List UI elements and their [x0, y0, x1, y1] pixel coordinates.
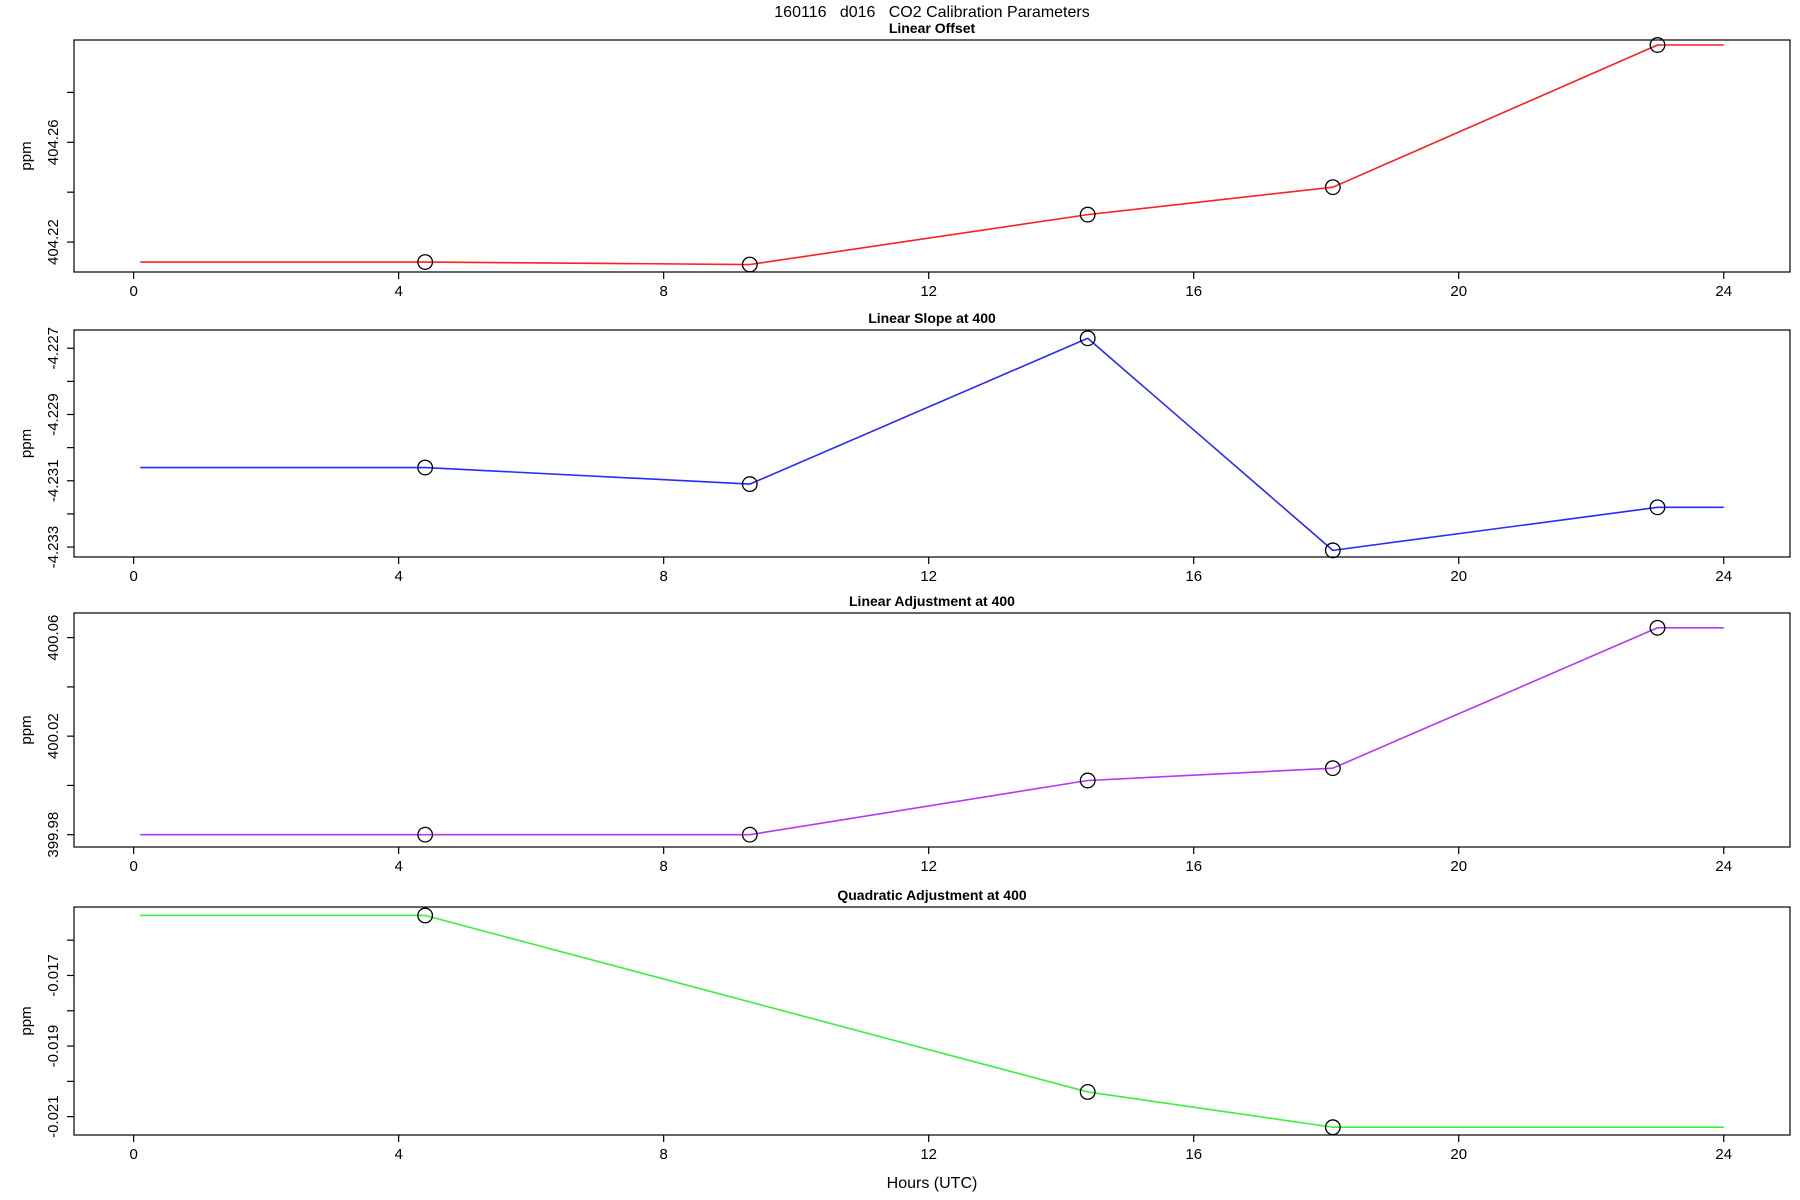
x-axis-tick-label: 12: [920, 568, 937, 585]
data-point-marker: [417, 459, 434, 476]
x-axis-tick-label: 8: [659, 858, 667, 875]
y-axis-tick-label: 400.06: [45, 615, 62, 661]
x-axis-tick-label: 16: [1185, 858, 1202, 875]
y-axis-tick-label: -0.021: [45, 1095, 62, 1138]
data-point-marker: [1324, 760, 1341, 777]
data-point-marker: [741, 826, 758, 843]
y-axis-unit-label: ppm: [18, 715, 35, 744]
data-point-marker: [741, 476, 758, 493]
panel-title: Linear Offset: [889, 20, 976, 36]
panel-title: Linear Adjustment at 400: [849, 593, 1015, 609]
y-axis-unit-label: ppm: [18, 141, 35, 170]
data-point-marker: [741, 256, 758, 273]
data-point-marker: [1079, 206, 1096, 223]
data-point-marker: [1079, 1083, 1096, 1100]
x-axis-tick-label: 20: [1450, 1146, 1467, 1163]
data-line: [140, 44, 1724, 266]
data-point-marker: [1079, 330, 1096, 347]
x-axis-tick-label: 24: [1715, 858, 1732, 875]
y-axis-tick-label: 399.98: [45, 812, 62, 858]
y-axis-unit-label: ppm: [18, 429, 35, 458]
y-axis-tick-label: -4.229: [45, 393, 62, 436]
x-axis-tick-label: 4: [394, 858, 402, 875]
y-axis-unit-label: ppm: [18, 1006, 35, 1035]
y-axis-tick-label: 404.26: [45, 119, 62, 165]
x-axis-tick-label: 16: [1185, 283, 1202, 300]
data-line: [140, 626, 1724, 836]
x-axis-tick-label: 20: [1450, 283, 1467, 300]
y-axis-tick-label: -4.227: [45, 327, 62, 370]
y-axis-tick-label: -0.017: [45, 954, 62, 997]
x-axis-tick-label: 12: [920, 283, 937, 300]
x-axis-tick-label: 8: [659, 283, 667, 300]
main-title: 160116 d016 CO2 Calibration Parameters: [774, 4, 1090, 21]
x-axis-tick-label: 0: [129, 1146, 137, 1163]
x-axis-tick-label: 24: [1715, 568, 1732, 585]
data-point-marker: [1649, 37, 1666, 53]
y-axis-tick-label: -4.231: [45, 460, 62, 503]
x-axis-tick-label: 12: [920, 858, 937, 875]
x-axis-tick-label: 16: [1185, 568, 1202, 585]
data-point-marker: [1649, 619, 1666, 636]
x-axis-tick-label: 16: [1185, 1146, 1202, 1163]
x-axis-title: Hours (UTC): [887, 1175, 978, 1192]
x-axis-tick-label: 24: [1715, 283, 1732, 300]
data-line: [140, 914, 1724, 1129]
data-point-marker: [1079, 772, 1096, 789]
x-axis-tick-label: 24: [1715, 1146, 1732, 1163]
x-axis-tick-label: 12: [920, 1146, 937, 1163]
x-axis-tick-label: 0: [129, 283, 137, 300]
y-axis-tick-label: -4.233: [45, 526, 62, 569]
data-point-marker: [1324, 1119, 1341, 1136]
x-axis-tick-label: 0: [129, 858, 137, 875]
x-axis-tick-label: 4: [394, 1146, 402, 1163]
panel-title: Linear Slope at 400: [868, 310, 996, 326]
x-axis-tick-label: 8: [659, 1146, 667, 1163]
x-axis-tick-label: 20: [1450, 858, 1467, 875]
plot-box: [73, 39, 1791, 273]
data-point-marker: [1649, 499, 1666, 516]
plot-box: [73, 906, 1791, 1136]
x-axis-tick-label: 20: [1450, 568, 1467, 585]
x-axis-tick-label: 4: [394, 568, 402, 585]
data-point-marker: [417, 254, 434, 270]
panel-title: Quadratic Adjustment at 400: [837, 887, 1027, 903]
x-axis-tick-label: 4: [394, 283, 402, 300]
x-axis-tick-label: 0: [129, 568, 137, 585]
y-axis-tick-label: 400.02: [45, 713, 62, 759]
y-axis-tick-label: -0.019: [45, 1025, 62, 1068]
x-axis-tick-label: 8: [659, 568, 667, 585]
plot-box: [73, 612, 1791, 848]
data-point-marker: [417, 826, 434, 843]
plot-box: [73, 329, 1791, 558]
data-line: [140, 337, 1724, 552]
data-point-marker: [417, 907, 434, 924]
y-axis-tick-label: 404.22: [45, 219, 62, 265]
data-point-marker: [1324, 542, 1341, 559]
data-point-marker: [1324, 179, 1341, 196]
